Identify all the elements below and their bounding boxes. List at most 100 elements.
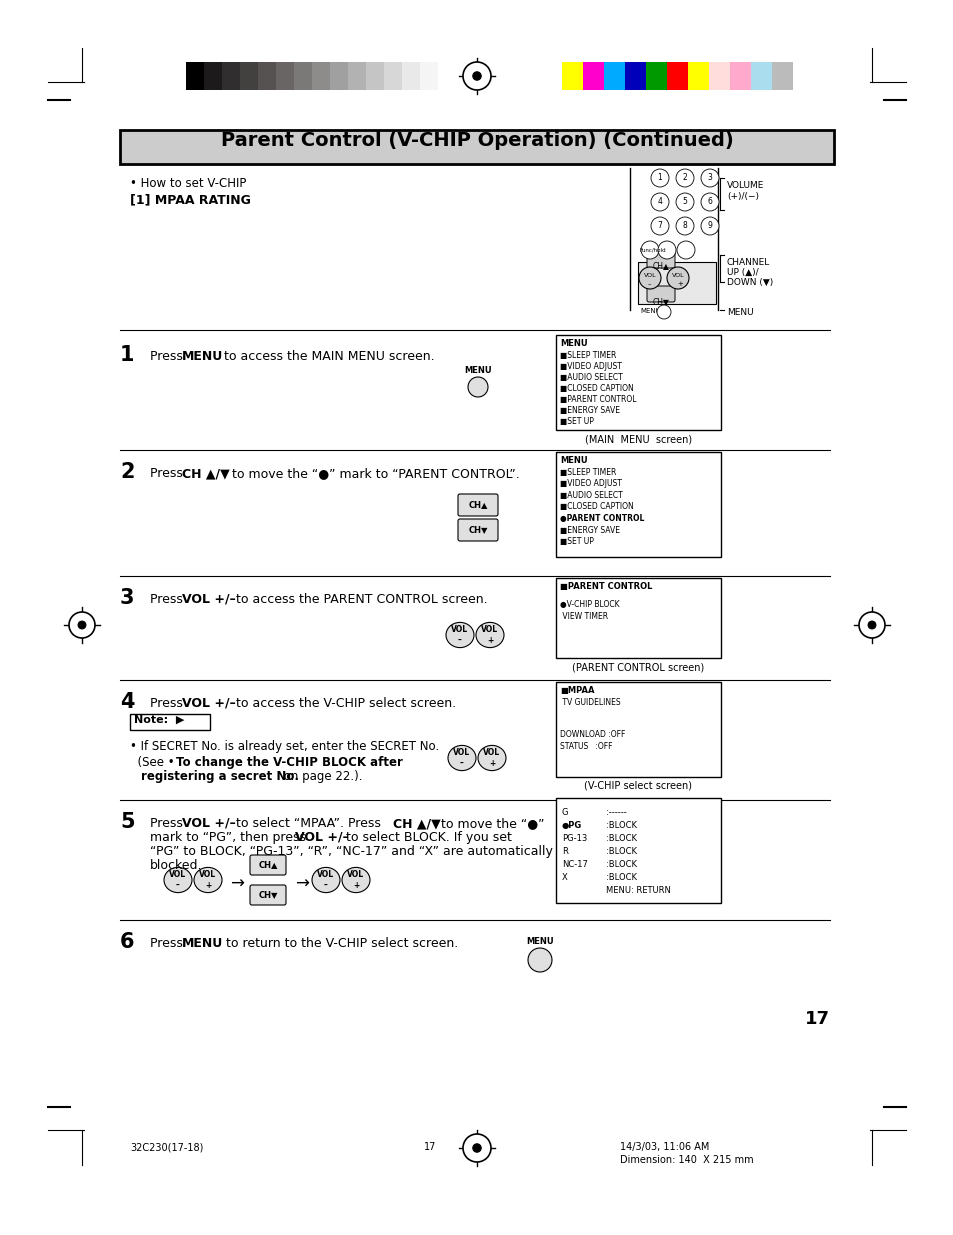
Text: ■SET UP: ■SET UP	[559, 537, 594, 546]
Text: ●V-CHIP BLOCK: ●V-CHIP BLOCK	[559, 600, 619, 609]
Text: To change the V-CHIP BLOCK after: To change the V-CHIP BLOCK after	[175, 756, 402, 769]
Text: CHANNEL: CHANNEL	[726, 258, 769, 267]
Bar	[257, 62, 275, 90]
Bar	[556, 682, 720, 777]
Ellipse shape	[448, 746, 476, 771]
Text: “PG” to BLOCK, “PG-13”, “R”, “NC-17” and “X” are automatically: “PG” to BLOCK, “PG-13”, “R”, “NC-17” and…	[150, 845, 553, 858]
Circle shape	[639, 267, 660, 289]
Text: registering a secret No.: registering a secret No.	[141, 769, 298, 783]
Circle shape	[462, 62, 491, 90]
Circle shape	[700, 193, 719, 211]
Ellipse shape	[446, 622, 474, 647]
Bar	[419, 62, 437, 90]
Text: MENU: MENU	[559, 338, 587, 348]
Text: MENU: MENU	[464, 366, 492, 375]
Text: CH▼: CH▼	[652, 296, 669, 306]
Ellipse shape	[193, 867, 222, 893]
Text: 2: 2	[682, 173, 687, 182]
Text: CH ▲/▼: CH ▲/▼	[393, 818, 440, 830]
Bar	[330, 62, 348, 90]
Text: (See •: (See •	[130, 756, 178, 769]
Text: →: →	[294, 876, 309, 893]
Text: STATUS   :OFF: STATUS :OFF	[559, 742, 612, 751]
Bar	[240, 62, 257, 90]
Circle shape	[69, 613, 95, 638]
Circle shape	[468, 377, 488, 396]
Text: ■ENERGY SAVE: ■ENERGY SAVE	[559, 406, 619, 415]
Text: Press: Press	[150, 818, 187, 830]
Text: 8: 8	[682, 221, 687, 230]
Text: (+)/(−): (+)/(−)	[726, 191, 759, 201]
Text: 14/3/03, 11:06 AM: 14/3/03, 11:06 AM	[619, 1142, 709, 1152]
Text: 3: 3	[120, 588, 134, 608]
Text: ■PARENT CONTROL: ■PARENT CONTROL	[559, 582, 652, 592]
Circle shape	[78, 621, 86, 629]
Text: to access the V-CHIP select screen.: to access the V-CHIP select screen.	[232, 697, 456, 710]
Text: to move the “●”: to move the “●”	[436, 818, 544, 830]
Text: mark to “PG”, then press: mark to “PG”, then press	[150, 831, 310, 844]
Text: VOL
+: VOL +	[483, 748, 500, 768]
Text: CH▲: CH▲	[652, 261, 669, 270]
Circle shape	[650, 217, 668, 235]
Bar	[120, 130, 833, 164]
Text: to move the “●” mark to “PARENT CONTROL”.: to move the “●” mark to “PARENT CONTROL”…	[228, 467, 519, 480]
FancyBboxPatch shape	[457, 494, 497, 516]
Circle shape	[858, 613, 884, 638]
Text: VOL
+: VOL +	[347, 871, 364, 889]
Text: 1: 1	[657, 173, 661, 182]
Text: VOL
+: VOL +	[199, 871, 216, 889]
FancyBboxPatch shape	[250, 855, 286, 876]
Bar	[582, 62, 603, 90]
Text: Press: Press	[150, 697, 187, 710]
Text: ■CLOSED CAPTION: ■CLOSED CAPTION	[559, 384, 633, 393]
FancyBboxPatch shape	[250, 885, 286, 905]
Text: UP (▲)/: UP (▲)/	[726, 268, 758, 277]
Text: ■AUDIO SELECT: ■AUDIO SELECT	[559, 492, 622, 500]
Bar	[624, 62, 645, 90]
Bar	[729, 62, 750, 90]
Text: 5: 5	[120, 811, 134, 832]
Text: to select “MPAA”. Press: to select “MPAA”. Press	[232, 818, 384, 830]
Text: VOL: VOL	[671, 273, 684, 278]
Bar	[556, 578, 720, 658]
Circle shape	[867, 621, 875, 629]
Text: Note:: Note:	[133, 715, 168, 725]
Text: :BLOCK: :BLOCK	[605, 860, 637, 869]
Text: blocked.: blocked.	[150, 860, 202, 872]
Circle shape	[700, 217, 719, 235]
Text: • How to set V-CHIP: • How to set V-CHIP	[130, 177, 246, 190]
Text: MENU: MENU	[640, 308, 660, 314]
Circle shape	[676, 169, 693, 186]
Bar	[556, 798, 720, 903]
Circle shape	[650, 193, 668, 211]
Circle shape	[473, 1144, 480, 1152]
Circle shape	[462, 1134, 491, 1162]
Bar	[603, 62, 624, 90]
Text: CH▲: CH▲	[468, 500, 487, 510]
Ellipse shape	[476, 622, 503, 647]
Text: ■ENERGY SAVE: ■ENERGY SAVE	[559, 526, 619, 535]
Text: 17: 17	[423, 1142, 436, 1152]
Ellipse shape	[312, 867, 339, 893]
Text: NC-17: NC-17	[561, 860, 587, 869]
Text: Parent Control (V-CHIP Operation) (Continued): Parent Control (V-CHIP Operation) (Conti…	[220, 131, 733, 149]
Text: VOL +/–: VOL +/–	[182, 818, 235, 830]
Text: 6: 6	[120, 932, 134, 952]
Text: VOL +/–: VOL +/–	[182, 593, 235, 606]
Bar	[750, 62, 771, 90]
Text: Press: Press	[150, 350, 187, 363]
Text: Press: Press	[150, 593, 187, 606]
Text: 5: 5	[681, 198, 687, 206]
Text: ■MPAA: ■MPAA	[559, 685, 594, 695]
Text: DOWN (▼): DOWN (▼)	[726, 278, 773, 287]
Text: 9: 9	[707, 221, 712, 230]
Bar	[556, 335, 720, 430]
Bar	[561, 62, 582, 90]
Text: VIEW TIMER: VIEW TIMER	[559, 613, 607, 621]
Text: ■SLEEP TIMER: ■SLEEP TIMER	[559, 351, 616, 359]
Text: 2: 2	[120, 462, 134, 482]
Circle shape	[473, 72, 480, 80]
Text: 17: 17	[804, 1010, 829, 1028]
Bar	[130, 714, 210, 730]
Text: [1] MPAA RATING: [1] MPAA RATING	[130, 193, 251, 206]
